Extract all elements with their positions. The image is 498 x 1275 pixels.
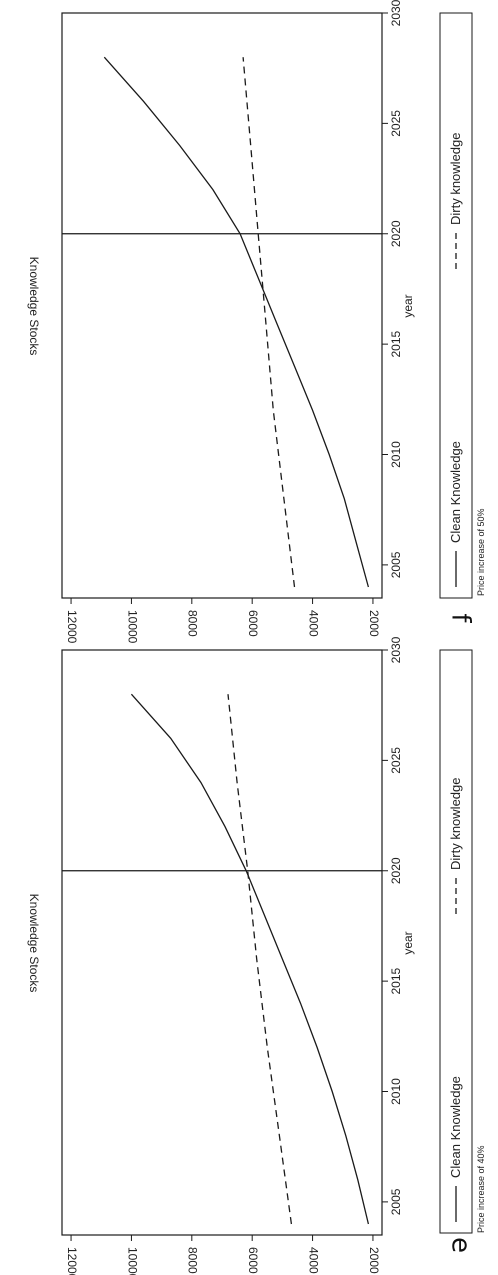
panel-f-plot-frame <box>61 12 383 599</box>
panel-f-series-clean <box>103 56 370 588</box>
panel-f-ytick-label: 2000 <box>367 610 381 637</box>
panel-e-ytick-label: 4000 <box>306 1247 320 1274</box>
panel-f-xlabel: year <box>401 294 415 317</box>
panel-e-xtick-label: 2015 <box>389 967 403 994</box>
panel-f-series-dirty <box>242 57 296 588</box>
panel-f-ytick-label: 6000 <box>246 610 260 637</box>
panel-e-ytick-label: 8000 <box>186 1247 200 1274</box>
panel-e-xtick-label: 2030 <box>389 636 403 663</box>
panel-e-series-clean <box>130 693 370 1225</box>
panel-f-xtick-label: 2010 <box>389 441 403 468</box>
panel-f-ytick-marks <box>70 598 374 604</box>
panel-f-xtick-marks <box>382 12 388 566</box>
panel-e-legend-box <box>439 649 473 1234</box>
panel-e-ytick-label: 10000 <box>125 1247 139 1275</box>
panel-f-legend-box <box>439 12 473 599</box>
panel-f-xtick-label: 2020 <box>389 220 403 247</box>
panel-e-xtick-labels: 2005 2010 2015 2020 2025 2030 <box>389 636 403 1215</box>
panel-f-legend-label-dirty: Dirty knowledge <box>448 133 463 226</box>
panel-f-ytick-label: 8000 <box>186 610 200 637</box>
panel-e-xtick-label: 2005 <box>389 1188 403 1215</box>
panel-letter-e: e <box>446 1237 476 1253</box>
panel-e-xlabel: year <box>401 931 415 954</box>
panel-f-ytick-label: 12000 <box>65 610 79 644</box>
panel-e-xtick-label: 2025 <box>389 747 403 774</box>
panel-f-caption: Price increase of 50% <box>476 508 486 596</box>
panel-f-ytick-label: 10000 <box>125 610 139 644</box>
panel-letter-f: f <box>446 613 476 623</box>
panel-f-xtick-label: 2015 <box>389 330 403 357</box>
panel-e-series-dirty <box>227 694 293 1225</box>
panel-f: 2005 2010 2015 2020 2025 2030 2000 4000 6000 800… <box>27 0 486 644</box>
panel-f-ylabel: Knowledge Stocks <box>27 257 41 356</box>
panel-e-ylabel: Knowledge Stocks <box>27 894 41 993</box>
panel-f-ytick-labels: 2000 4000 6000 8000 10000 12000 <box>65 610 381 644</box>
panel-f-ytick-label: 4000 <box>306 610 320 637</box>
panel-e-xtick-label: 2020 <box>389 857 403 884</box>
panel-e-caption: Price increase of 40% <box>476 1145 486 1233</box>
panel-e-ytick-labels: 2000 4000 6000 8000 10000 12000 <box>65 1247 381 1275</box>
panel-f-xtick-label: 2030 <box>389 0 403 26</box>
panel-f-xtick-label: 2005 <box>389 551 403 578</box>
panel-e-ytick-marks <box>70 1235 374 1241</box>
panel-f-legend-label-clean: Clean Knowledge <box>448 441 463 543</box>
panel-e-ytick-label: 12000 <box>65 1247 79 1275</box>
panel-f-xtick-labels: 2005 2010 2015 2020 2025 2030 <box>389 0 403 578</box>
panel-f-xtick-label: 2025 <box>389 110 403 137</box>
panel-e-legend-label-clean: Clean Knowledge <box>448 1076 463 1178</box>
panel-e-ytick-label: 6000 <box>246 1247 260 1274</box>
panel-e: 2005 2010 2015 2020 2025 2030 2000 4000 6000 800… <box>27 636 486 1275</box>
panel-e-legend: Clean Knowledge Dirty knowledge <box>439 649 473 1234</box>
panel-f-legend: Clean Knowledge Dirty knowledge <box>439 12 473 599</box>
panel-e-xtick-marks <box>382 649 388 1203</box>
panel-e-legend-label-dirty: Dirty knowledge <box>448 778 463 871</box>
panel-e-plot-frame <box>61 649 383 1236</box>
panel-e-xtick-label: 2010 <box>389 1078 403 1105</box>
panel-e-ytick-label: 2000 <box>367 1247 381 1274</box>
